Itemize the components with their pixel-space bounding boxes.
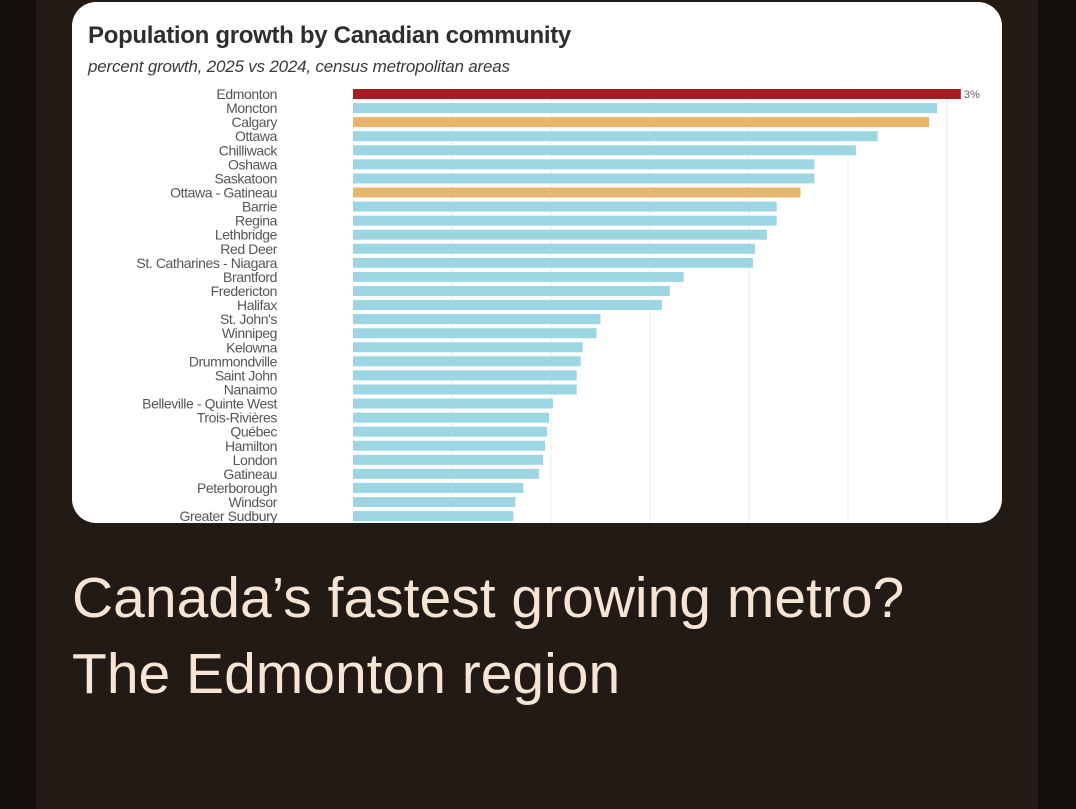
category-label: Windsor bbox=[228, 494, 277, 510]
category-label: Lethbridge bbox=[215, 227, 278, 243]
bar bbox=[353, 398, 553, 409]
category-label: Ottawa - Gatineau bbox=[170, 184, 277, 200]
value-label: 3% bbox=[964, 89, 980, 101]
category-label: Nanaimo bbox=[224, 381, 278, 397]
category-label: Winnipeg bbox=[222, 325, 277, 341]
category-label: London bbox=[233, 452, 277, 468]
bar bbox=[353, 454, 544, 465]
category-label: Calgary bbox=[232, 114, 278, 130]
category-label: Greater Sudbury bbox=[180, 508, 278, 523]
bar bbox=[353, 145, 856, 156]
bar bbox=[353, 300, 662, 311]
bar bbox=[353, 285, 670, 296]
bar bbox=[353, 482, 524, 493]
bar bbox=[353, 159, 815, 170]
category-label: Peterborough bbox=[197, 480, 277, 496]
category-label: Red Deer bbox=[220, 241, 277, 257]
category-label: Barrie bbox=[242, 199, 278, 215]
bar bbox=[353, 173, 815, 184]
bar bbox=[353, 117, 930, 128]
bar bbox=[353, 511, 514, 522]
category-label: Belleville - Quinte West bbox=[142, 396, 277, 412]
category-label: Oshawa bbox=[228, 156, 278, 172]
bar bbox=[353, 412, 550, 423]
bar bbox=[353, 215, 777, 226]
category-label: Saint John bbox=[215, 367, 277, 383]
category-label: Ottawa bbox=[235, 128, 278, 144]
bar bbox=[353, 201, 777, 212]
category-label: Halifax bbox=[237, 297, 277, 313]
category-label: St. John's bbox=[220, 311, 277, 327]
bar bbox=[353, 243, 755, 254]
bar bbox=[353, 187, 801, 198]
bar bbox=[353, 314, 601, 325]
bar bbox=[353, 229, 767, 240]
bar bbox=[353, 271, 684, 282]
category-label: Saskatoon bbox=[214, 170, 277, 186]
article-headline[interactable]: Canada’s fastest growing metro? The Edmo… bbox=[72, 566, 905, 706]
category-label: Gatineau bbox=[223, 466, 277, 482]
chart-title: Population growth by Canadian community bbox=[88, 22, 571, 49]
category-label: Regina bbox=[235, 213, 278, 229]
category-label: Fredericton bbox=[211, 283, 277, 299]
bar bbox=[353, 257, 753, 268]
bar bbox=[353, 103, 938, 114]
bar bbox=[353, 440, 546, 451]
bar bbox=[353, 356, 581, 367]
category-label: Hamilton bbox=[225, 438, 277, 454]
chart-card[interactable]: Population growth by Canadian community … bbox=[72, 2, 1002, 523]
chart-subtitle: percent growth, 2025 vs 2024, census met… bbox=[88, 57, 510, 76]
category-label: Trois-Rivières bbox=[197, 410, 278, 426]
bar bbox=[353, 89, 961, 99]
bar bbox=[353, 328, 597, 339]
category-label: Edmonton bbox=[216, 86, 277, 102]
category-label: Kelowna bbox=[226, 339, 278, 355]
bar bbox=[353, 370, 577, 381]
category-label: Drummondville bbox=[189, 353, 278, 369]
category-label: Moncton bbox=[226, 100, 277, 116]
category-label: St. Catharines - Niagara bbox=[136, 255, 277, 271]
bar bbox=[353, 497, 516, 508]
category-label: Chilliwack bbox=[219, 142, 279, 158]
category-label: Brantford bbox=[223, 269, 277, 285]
bar bbox=[353, 342, 583, 353]
bar bbox=[353, 131, 878, 142]
bar bbox=[353, 426, 548, 437]
bar bbox=[353, 468, 540, 479]
bar bbox=[353, 384, 577, 395]
category-label: Québec bbox=[230, 424, 277, 440]
bar-chart: Edmonton 3% MonctonCalgaryOttawaChilliwack… bbox=[136, 86, 980, 523]
